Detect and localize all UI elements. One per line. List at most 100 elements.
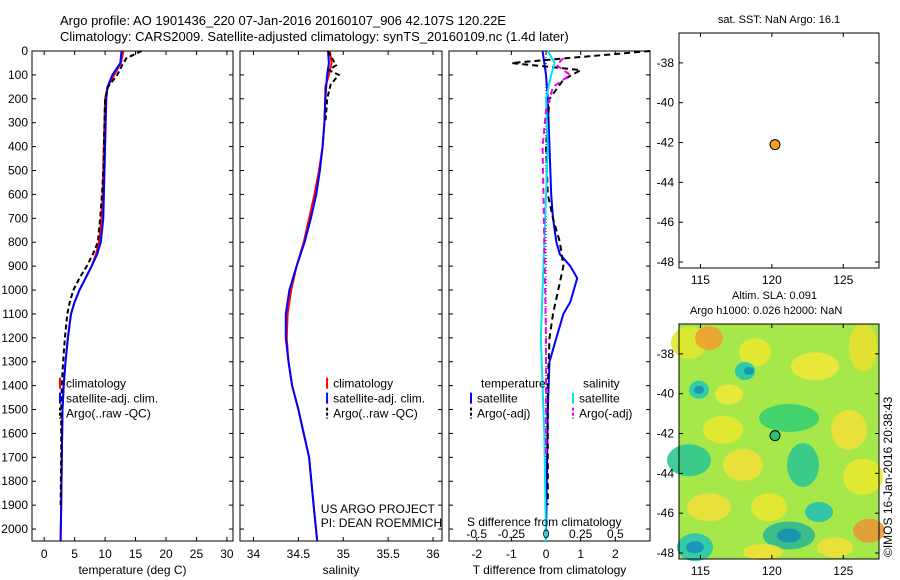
sla-field-patch bbox=[739, 338, 771, 367]
diff-legend-sal-argo-label: Argo(-adj) bbox=[579, 407, 632, 421]
figure-title-line1: Argo profile: AO 1901436_220 07-Jan-2016… bbox=[60, 13, 506, 28]
salinity-xtick-label: 35.5 bbox=[376, 547, 400, 561]
salinity-xtick-label: 34.5 bbox=[287, 547, 311, 561]
salinity-diff-tick-label: 0.25 bbox=[569, 527, 593, 541]
salinity-legend-0-label: climatology bbox=[333, 377, 393, 391]
temperature-legend-2-label: Argo(..raw -QC) bbox=[66, 407, 151, 421]
salinity-xlabel: salinity bbox=[323, 563, 360, 577]
temperature-axes-frame bbox=[31, 50, 234, 542]
temperature-xtick-label: 10 bbox=[98, 547, 112, 561]
sla-map-ytick-label: -42 bbox=[657, 427, 675, 441]
sla-map-ytick-label: -38 bbox=[657, 347, 675, 361]
salinity-diff-tick-label: -0.5 bbox=[466, 527, 487, 541]
sla-field-patch bbox=[759, 404, 819, 432]
sst-map-ytick-label: -44 bbox=[657, 175, 675, 189]
sst-map-ytick-label: -40 bbox=[657, 96, 675, 110]
depth-tick-label: 1900 bbox=[1, 498, 28, 512]
argo-float-marker bbox=[769, 430, 781, 442]
sst-map-ytick-label: -46 bbox=[657, 215, 675, 229]
depth-tick-label: 400 bbox=[8, 140, 28, 154]
depth-tick-label: 1300 bbox=[1, 355, 28, 369]
depth-tick-label: 600 bbox=[8, 187, 28, 201]
depth-tick-label: 500 bbox=[8, 164, 28, 178]
depth-tick-label: 1600 bbox=[1, 426, 28, 440]
salinity-diff-axis-label: S difference from climatology bbox=[467, 515, 622, 529]
temperature-series-0 bbox=[59, 50, 125, 542]
salinity-diff-tick-label: 0 bbox=[543, 527, 550, 541]
difference-series-0 bbox=[541, 50, 579, 542]
sla-field-patch bbox=[695, 326, 723, 351]
temperature-legend-1-label: satellite-adj. clim. bbox=[66, 392, 158, 406]
temperature-xtick-label: 0 bbox=[41, 547, 48, 561]
depth-tick-label: 1500 bbox=[1, 403, 28, 417]
temperature-xtick-label: 5 bbox=[71, 547, 78, 561]
diff-legend-sal-sat-label: satellite bbox=[579, 392, 620, 406]
temperature-xtick-label: 30 bbox=[220, 547, 234, 561]
salinity-series-2 bbox=[324, 50, 341, 123]
sla-field-patch bbox=[744, 367, 754, 375]
sst-map-xtick-label: 115 bbox=[691, 273, 710, 287]
difference-series-3 bbox=[541, 57, 573, 458]
diff-legend-temp-argo-label: Argo(-adj) bbox=[477, 407, 530, 421]
sla-field-patch bbox=[715, 384, 743, 405]
depth-tick-label: 1200 bbox=[1, 331, 28, 345]
sla-field-patch bbox=[743, 543, 783, 560]
salinity-legend-1-label: satellite-adj. clim. bbox=[333, 392, 425, 406]
difference-xtick-label: -2 bbox=[471, 547, 482, 561]
salinity-diff-tick-label: 0.5 bbox=[607, 527, 624, 541]
difference-xlabel: T difference from climatology bbox=[473, 563, 627, 577]
sst-map-ytick-label: -38 bbox=[657, 56, 675, 70]
sla-field-patch bbox=[703, 415, 743, 444]
salinity-axes-frame bbox=[239, 50, 443, 542]
sla-map-ytick-label: -40 bbox=[657, 387, 675, 401]
salinity-legend-2-label: Argo(..raw -QC) bbox=[333, 407, 418, 421]
sla-map-ytick-label: -46 bbox=[657, 506, 675, 520]
difference-xtick-label: 2 bbox=[612, 547, 619, 561]
temperature-legend-0-label: climatology bbox=[66, 377, 126, 391]
sla-field-patch bbox=[751, 493, 787, 522]
sla-map-xtick-label: 115 bbox=[691, 564, 710, 578]
difference-axes-frame bbox=[448, 50, 651, 542]
sla-field-patch bbox=[667, 444, 711, 477]
sla-field-patch bbox=[849, 323, 877, 372]
depth-tick-label: 700 bbox=[8, 211, 28, 225]
sla-field-patch bbox=[805, 502, 833, 522]
sla-field-patch bbox=[817, 537, 853, 558]
difference-series-1 bbox=[511, 50, 651, 506]
legend-header-salinity: salinity bbox=[583, 377, 620, 391]
sst-map-frame bbox=[678, 32, 880, 269]
depth-tick-label: 0 bbox=[21, 44, 28, 58]
diff-legend-temp-sat-label: satellite bbox=[477, 392, 518, 406]
project-annotation-line: US ARGO PROJECT bbox=[321, 502, 436, 516]
sla-field-patch bbox=[843, 458, 883, 495]
sla-field-patch bbox=[687, 493, 731, 522]
temperature-series-2 bbox=[59, 50, 143, 506]
sla-map-frame bbox=[678, 323, 880, 560]
depth-tick-label: 100 bbox=[8, 68, 28, 82]
project-annotation-line: PI: DEAN ROEMMICH bbox=[321, 516, 442, 530]
depth-tick-label: 2000 bbox=[1, 522, 28, 536]
sst-map-xtick-label: 120 bbox=[762, 273, 782, 287]
difference-xtick-label: -1 bbox=[506, 547, 517, 561]
sla-field-patch bbox=[723, 449, 763, 481]
sst-map-title: sat. SST: NaN Argo: 16.1 bbox=[718, 14, 840, 26]
difference-series-2 bbox=[539, 50, 556, 542]
temperature-xtick-label: 25 bbox=[190, 547, 204, 561]
sla-map-ytick-label: -48 bbox=[657, 546, 675, 560]
depth-tick-label: 1800 bbox=[1, 474, 28, 488]
sla-map-title-line2: Argo h1000: 0.026 h2000: NaN bbox=[690, 305, 842, 317]
salinity-xtick-label: 34 bbox=[247, 547, 261, 561]
sst-map-xtick-label: 125 bbox=[833, 273, 853, 287]
sla-field-patch bbox=[686, 541, 704, 554]
imos-credit: ©IMOS 16-Jan-2016 20:38:43 bbox=[881, 396, 895, 557]
sla-field-patch bbox=[694, 385, 704, 394]
temperature-xtick-label: 15 bbox=[129, 547, 143, 561]
argo-float-marker bbox=[769, 139, 781, 151]
temperature-xtick-label: 20 bbox=[159, 547, 173, 561]
salinity-xtick-label: 36 bbox=[426, 547, 440, 561]
depth-tick-label: 900 bbox=[8, 259, 28, 273]
temperature-series-1 bbox=[59, 50, 123, 542]
sla-map-title-line1: Altim. SLA: 0.091 bbox=[732, 290, 817, 302]
depth-tick-label: 1000 bbox=[1, 283, 28, 297]
